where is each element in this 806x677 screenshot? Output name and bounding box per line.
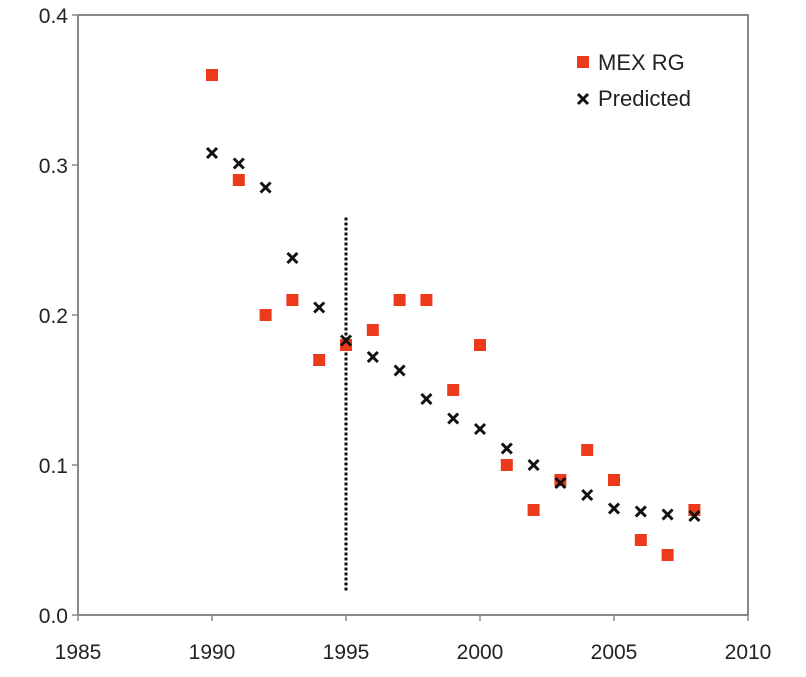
point-mex-rg	[206, 69, 218, 81]
x-tick-label: 1990	[189, 641, 236, 664]
x-tick-label: 2010	[725, 641, 772, 664]
legend: MEX RG Predicted	[577, 50, 691, 111]
point-mex-rg	[528, 504, 540, 516]
legend-marker-predicted	[578, 94, 588, 104]
point-predicted	[448, 414, 458, 424]
point-predicted	[234, 159, 244, 169]
point-predicted	[529, 460, 539, 470]
point-predicted	[395, 366, 405, 376]
point-predicted	[663, 510, 673, 520]
point-predicted	[287, 253, 297, 263]
point-mex-rg	[260, 309, 272, 321]
x-tick-label: 1985	[55, 641, 102, 664]
y-tick-label: 0.0	[39, 605, 68, 628]
point-predicted	[636, 507, 646, 517]
point-predicted	[421, 394, 431, 404]
point-mex-rg	[608, 474, 620, 486]
point-mex-rg	[474, 339, 486, 351]
x-tick-label: 2005	[591, 641, 638, 664]
point-predicted	[207, 148, 217, 158]
point-predicted	[582, 490, 592, 500]
point-mex-rg	[501, 459, 513, 471]
legend-marker-mex-rg	[577, 56, 589, 68]
y-tick-label: 0.2	[39, 305, 68, 328]
y-tick-label: 0.4	[39, 5, 69, 28]
point-mex-rg	[581, 444, 593, 456]
x-tick-label: 2000	[457, 641, 504, 664]
y-tick-label: 0.3	[39, 155, 68, 178]
point-mex-rg	[313, 354, 325, 366]
legend-label-predicted: Predicted	[598, 86, 691, 111]
point-predicted	[368, 352, 378, 362]
point-predicted	[609, 504, 619, 514]
series-predicted	[207, 148, 699, 521]
point-mex-rg	[635, 534, 647, 546]
point-predicted	[261, 183, 271, 193]
point-predicted	[314, 303, 324, 313]
point-mex-rg	[420, 294, 432, 306]
point-predicted	[502, 444, 512, 454]
point-predicted	[475, 424, 485, 434]
y-tick-label: 0.1	[39, 455, 68, 478]
legend-label-mex-rg: MEX RG	[598, 50, 685, 75]
point-mex-rg	[662, 549, 674, 561]
point-mex-rg	[394, 294, 406, 306]
point-mex-rg	[286, 294, 298, 306]
x-tick-label: 1995	[323, 641, 370, 664]
series-mex-rg	[206, 69, 700, 561]
data-marks	[206, 69, 700, 561]
point-mex-rg	[233, 174, 245, 186]
point-mex-rg	[367, 324, 379, 336]
point-mex-rg	[447, 384, 459, 396]
